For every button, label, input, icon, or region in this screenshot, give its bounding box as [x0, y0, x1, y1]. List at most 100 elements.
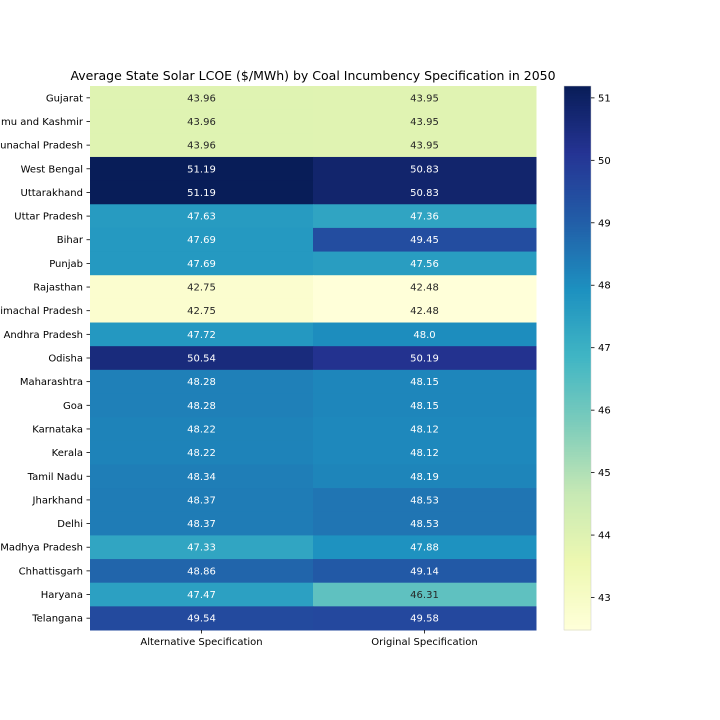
- cell-value-label: 51.19: [187, 164, 216, 175]
- cell-value-label: 42.48: [410, 306, 439, 317]
- heatmap-cell: [90, 488, 314, 513]
- cell-value-label: 48.12: [410, 424, 439, 435]
- colorbar-frame: [563, 85, 592, 631]
- cell-value-label: 48.15: [410, 401, 439, 412]
- heatmap-cell: [90, 417, 314, 442]
- cell-value-label: 47.69: [187, 259, 216, 270]
- heatmap-cell: [90, 109, 314, 134]
- row-label: Uttarakhand: [21, 188, 83, 199]
- row-label: Bihar: [57, 235, 84, 246]
- heatmap-cell: [313, 464, 537, 489]
- cell-value-label: 48.19: [410, 472, 439, 483]
- row-label: Odisha: [48, 354, 83, 365]
- cell-value-label: 43.95: [410, 117, 439, 128]
- heatmap-cell: [313, 440, 537, 465]
- heatmap-cell: [90, 251, 314, 276]
- cell-value-label: 47.56: [410, 259, 439, 270]
- cell-value-label: 49.14: [410, 566, 439, 577]
- heatmap-cell: [90, 346, 314, 371]
- row-label: unachal Pradesh: [0, 141, 83, 152]
- heatmap-cell: [313, 204, 537, 229]
- cell-value-label: 49.45: [410, 235, 439, 246]
- heatmap-cell: [313, 86, 537, 111]
- cell-value-label: 48.22: [187, 448, 216, 459]
- heatmap-cell: [90, 86, 314, 111]
- cell-value-label: 50.54: [187, 354, 216, 365]
- cell-value-label: 51.19: [187, 188, 216, 199]
- cell-value-label: 48.34: [187, 472, 216, 483]
- cell-value-label: 47.88: [410, 543, 439, 554]
- cell-value-label: 43.95: [410, 141, 439, 152]
- heatmap-cell: [313, 180, 537, 205]
- cell-value-label: 48.37: [187, 519, 216, 530]
- column-labels: Alternative Specification Original Specif…: [140, 630, 478, 648]
- cell-value-label: 47.36: [410, 212, 439, 223]
- cell-value-label: 48.28: [187, 377, 216, 388]
- heatmap-cell: [90, 511, 314, 536]
- heatmap-cell: [90, 204, 314, 229]
- row-label: Kerala: [52, 448, 83, 459]
- heatmap-cell: [313, 133, 537, 158]
- heatmap-cell: [313, 227, 537, 253]
- heatmap-cell: [90, 559, 314, 584]
- heatmap-cell: [313, 511, 537, 536]
- cell-value-label: 49.54: [187, 614, 216, 625]
- row-label: Goa: [63, 401, 83, 412]
- heatmap-cell: [313, 251, 537, 276]
- cell-value-label: 50.19: [410, 354, 439, 365]
- row-label: Uttar Pradesh: [14, 212, 83, 223]
- row-label: Telangana: [31, 614, 83, 625]
- cell-value-label: 47.72: [187, 330, 216, 341]
- cell-value-label: 46.31: [410, 590, 439, 601]
- heatmap-cell: [90, 227, 314, 253]
- colorbar-tick-label: 50: [598, 156, 611, 167]
- cell-value-label: 48.53: [410, 519, 439, 530]
- heatmap-cell: [313, 109, 537, 134]
- heatmap-cell: [313, 275, 537, 300]
- heatmap-cell: [90, 369, 314, 394]
- cell-value-label: 43.96: [187, 117, 216, 128]
- cell-value-label: 47.63: [187, 212, 216, 223]
- heatmap-cell: [313, 606, 537, 631]
- colorbar-tick-label: 49: [598, 218, 611, 229]
- heatmap-cell: [90, 440, 314, 465]
- cell-value-label: 50.83: [410, 164, 439, 175]
- cell-value-label: 47.69: [187, 235, 216, 246]
- colorbar-tick-label: 46: [598, 406, 611, 417]
- heatmap-cell: [90, 275, 314, 300]
- row-label: Haryana: [41, 590, 83, 601]
- heatmap-cell: [313, 346, 537, 371]
- cell-value-label: 47.47: [187, 590, 216, 601]
- row-label: Jharkhand: [32, 495, 83, 506]
- heatmap-cell: [313, 156, 537, 182]
- colorbar-tick-label: 43: [598, 593, 611, 604]
- cell-value-label: 42.48: [410, 283, 439, 294]
- row-label: Andhra Pradesh: [4, 330, 83, 341]
- row-label: Delhi: [57, 519, 83, 530]
- row-label: mu and Kashmir: [1, 117, 84, 128]
- cell-value-label: 48.37: [187, 495, 216, 506]
- cell-value-label: 43.96: [187, 93, 216, 104]
- heatmap-cell: [90, 393, 314, 418]
- cell-value-label: 50.83: [410, 188, 439, 199]
- row-label: Punjab: [49, 259, 83, 270]
- column-label: Alternative Specification: [140, 637, 262, 648]
- chart-title: Average State Solar LCOE ($/MWh) by Coal…: [70, 68, 555, 83]
- cell-value-label: 48.12: [410, 448, 439, 459]
- heatmap-cell: [90, 322, 314, 347]
- row-label: Madhya Pradesh: [0, 543, 83, 554]
- heatmap-cell: [90, 298, 314, 324]
- cell-value-label: 49.58: [410, 614, 439, 625]
- heatmap-cell: [313, 417, 537, 442]
- row-label: Rajasthan: [33, 283, 83, 294]
- row-label: West Bengal: [21, 164, 83, 175]
- colorbar: 43 44 45 46 47 48 49 50 51: [563, 85, 611, 631]
- heatmap-cell: [90, 156, 314, 182]
- heatmap-cell: [313, 393, 537, 418]
- column-label: Original Specification: [371, 637, 478, 648]
- heatmap-cell: [313, 535, 537, 560]
- row-label: Karnataka: [32, 424, 83, 435]
- heatmap-cell: [313, 559, 537, 584]
- cell-value-label: 43.96: [187, 141, 216, 152]
